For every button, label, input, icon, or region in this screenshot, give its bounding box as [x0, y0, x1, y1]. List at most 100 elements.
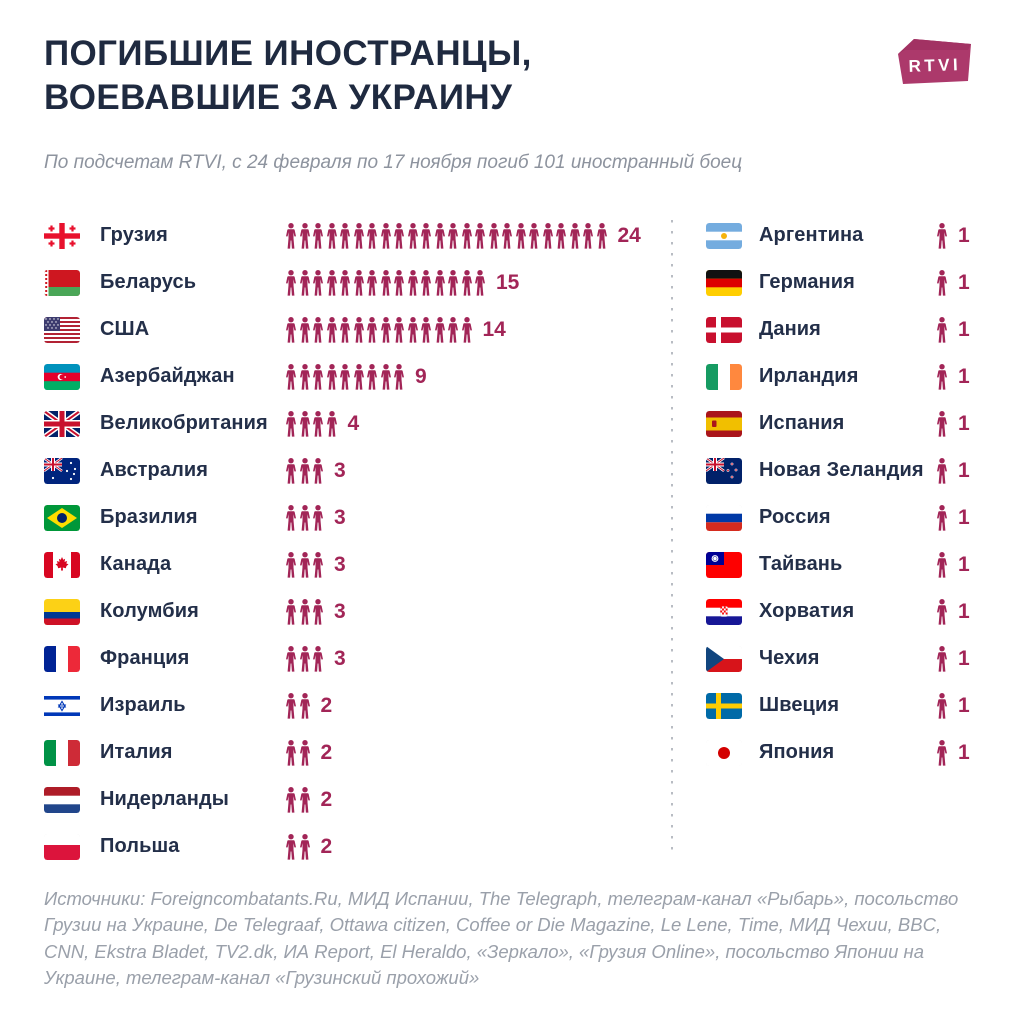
country-row: Польша 2 [44, 823, 644, 870]
person-icon [937, 645, 947, 672]
country-row: Россия 1 [706, 494, 1006, 541]
person-icon [937, 269, 947, 296]
casualty-count: 14 [482, 317, 506, 341]
country-label: Польша [100, 835, 180, 857]
person-icon [937, 551, 947, 578]
casualty-count: 3 [334, 599, 346, 623]
person-icon [461, 222, 472, 249]
casualty-pictograms [936, 316, 948, 343]
brazil-flag-icon [44, 504, 80, 531]
casualty-pictograms [936, 363, 948, 390]
person-icon [515, 222, 526, 249]
person-icon [937, 363, 947, 390]
person-icon [313, 410, 323, 437]
person-icon [488, 222, 499, 249]
georgia-flag-icon [44, 222, 80, 249]
casualty-count: 1 [958, 270, 970, 294]
country-row: Великобритания 4 [44, 400, 644, 447]
country-label: Швеция [759, 694, 840, 716]
ireland-flag-icon [706, 363, 742, 390]
country-row: Чехия 1 [706, 635, 1006, 682]
country-label: Чехия [759, 647, 820, 669]
sources-note: Источники: Foreigncombatants.Ru, МИД Исп… [44, 888, 959, 988]
rtvi-logo-icon: RTVI [898, 39, 971, 84]
casualty-pictograms [936, 598, 948, 625]
casualty-pictograms [936, 692, 948, 719]
country-list-right: Аргентина 1 Германия 1 Дания 1 Ирландия 1 Испани… [706, 212, 1006, 776]
person-icon [434, 222, 445, 249]
country-label: Новая Зеландия [759, 459, 924, 481]
casualty-pictograms [936, 269, 948, 296]
germany-flag-icon [706, 269, 742, 296]
spain-flag-icon [706, 410, 742, 437]
casualty-count: 2 [320, 693, 333, 717]
casualty-count: 1 [958, 317, 970, 341]
person-icon [286, 645, 296, 672]
country-label: Франция [100, 647, 190, 669]
person-icon [421, 316, 431, 343]
person-icon [326, 363, 337, 390]
belarus-flag-icon [44, 269, 80, 296]
france-flag-icon [44, 645, 80, 672]
person-icon [937, 410, 947, 437]
person-icon [340, 222, 350, 249]
person-icon [394, 222, 404, 249]
person-icon [394, 316, 404, 343]
person-icon [340, 363, 350, 390]
person-icon [353, 316, 364, 343]
person-icon [583, 222, 593, 249]
person-icon [461, 316, 472, 343]
country-label: Грузия [100, 224, 168, 246]
person-icon [299, 410, 310, 437]
casualty-count: 15 [496, 270, 520, 294]
casualty-count: 1 [958, 505, 970, 529]
person-icon [448, 269, 458, 296]
casualty-pictograms [285, 833, 311, 860]
country-label: Тайвань [759, 553, 843, 575]
croatia-flag-icon [706, 598, 742, 625]
person-icon [299, 786, 310, 813]
person-icon [286, 598, 296, 625]
person-icon [434, 269, 445, 296]
czechia-flag-icon [706, 645, 742, 672]
country-label: Бразилия [100, 506, 198, 528]
casualty-count: 1 [958, 411, 970, 435]
person-icon [367, 222, 377, 249]
argentina-flag-icon [706, 222, 742, 249]
person-icon [461, 269, 472, 296]
person-icon [286, 222, 296, 249]
person-icon [367, 363, 377, 390]
person-icon [421, 222, 431, 249]
usa-flag-icon [44, 316, 80, 343]
casualty-count: 1 [958, 646, 970, 670]
person-icon [299, 457, 310, 484]
country-row: Беларусь 15 [44, 259, 644, 306]
person-icon [529, 222, 539, 249]
person-icon [286, 316, 296, 343]
casualty-count: 3 [334, 458, 346, 482]
person-icon [299, 645, 310, 672]
person-icon [299, 598, 310, 625]
country-label: Хорватия [759, 600, 855, 622]
casualty-count: 1 [958, 740, 970, 764]
person-icon [313, 222, 323, 249]
person-icon [313, 363, 323, 390]
column-divider [671, 220, 673, 854]
country-row: Швеция 1 [706, 682, 1006, 729]
person-icon [367, 269, 377, 296]
person-icon [542, 222, 553, 249]
person-icon [394, 363, 404, 390]
country-row: Грузия 24 [44, 212, 644, 259]
country-row: Израиль 2 [44, 682, 644, 729]
australia-flag-icon [44, 457, 80, 484]
taiwan-flag-icon [706, 551, 742, 578]
casualty-pictograms [285, 692, 311, 719]
country-label: Германия [759, 271, 855, 293]
person-icon [286, 692, 296, 719]
person-icon [299, 222, 310, 249]
country-row: Азербайджан 9 [44, 353, 644, 400]
person-icon [286, 269, 296, 296]
sweden-flag-icon [706, 692, 742, 719]
chart-subtitle: По подсчетам RTVI, с 24 февраля по 17 но… [44, 152, 743, 173]
